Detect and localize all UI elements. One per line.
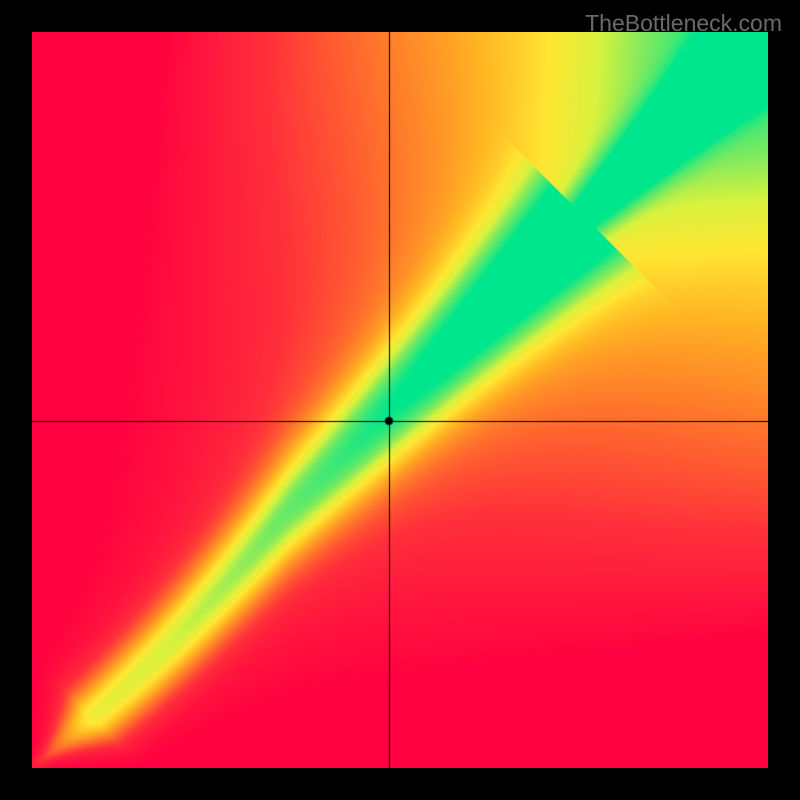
heatmap-plot [32, 32, 768, 768]
watermark-text: TheBottleneck.com [585, 10, 782, 37]
chart-container: TheBottleneck.com [0, 0, 800, 800]
heatmap-canvas [32, 32, 768, 768]
